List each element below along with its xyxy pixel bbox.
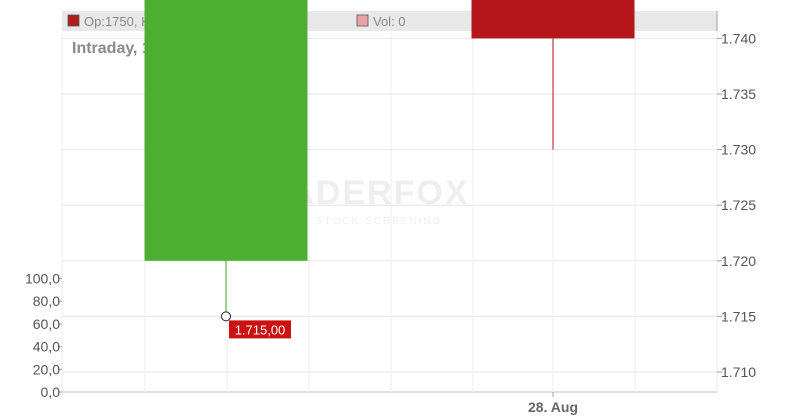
candle-body bbox=[471, 0, 635, 39]
volume-legend-text: Vol: 0 bbox=[373, 14, 406, 29]
volume-axis: 0,0 20,0 40,0 60,0 80,0 100,0 bbox=[25, 271, 62, 400]
volume-tick-label: 40,0 bbox=[33, 339, 60, 355]
volume-legend-swatch bbox=[356, 14, 369, 27]
price-tick-label: 1.730 bbox=[721, 142, 756, 158]
x-tick-label: 28. Aug bbox=[528, 399, 578, 415]
volume-tick-label: 20,0 bbox=[33, 361, 60, 377]
volume-tick-label: 0,0 bbox=[41, 384, 61, 400]
candles bbox=[144, 0, 635, 317]
low-marker-flag bbox=[229, 320, 291, 339]
volume-tick-label: 60,0 bbox=[33, 316, 60, 332]
low-marker-label: 1.715,00 bbox=[235, 322, 286, 337]
price-tick-label: 1.710 bbox=[721, 364, 756, 380]
x-axis: 28. Aug bbox=[528, 392, 578, 415]
volume-tick-label: 80,0 bbox=[33, 293, 60, 309]
price-tick-label: 1.725 bbox=[721, 197, 756, 213]
price-tick-label: 1.720 bbox=[721, 253, 756, 269]
price-tick-label: 1.735 bbox=[721, 86, 756, 102]
candle-body bbox=[144, 0, 308, 261]
price-tick-label: 1.740 bbox=[721, 30, 756, 46]
price-axis: 1.7101.7151.7201.7251.7301.7351.7401.745… bbox=[717, 30, 756, 380]
low-marker-dot bbox=[221, 311, 231, 322]
ohlc-legend-swatch bbox=[67, 14, 80, 27]
volume-tick-label: 100,0 bbox=[25, 271, 60, 287]
price-tick-label: 1.715 bbox=[721, 308, 756, 324]
watermark-tagline: STOCK SCREENING bbox=[316, 216, 443, 227]
price-markers: 1.765,001.715,00 bbox=[221, 311, 291, 339]
